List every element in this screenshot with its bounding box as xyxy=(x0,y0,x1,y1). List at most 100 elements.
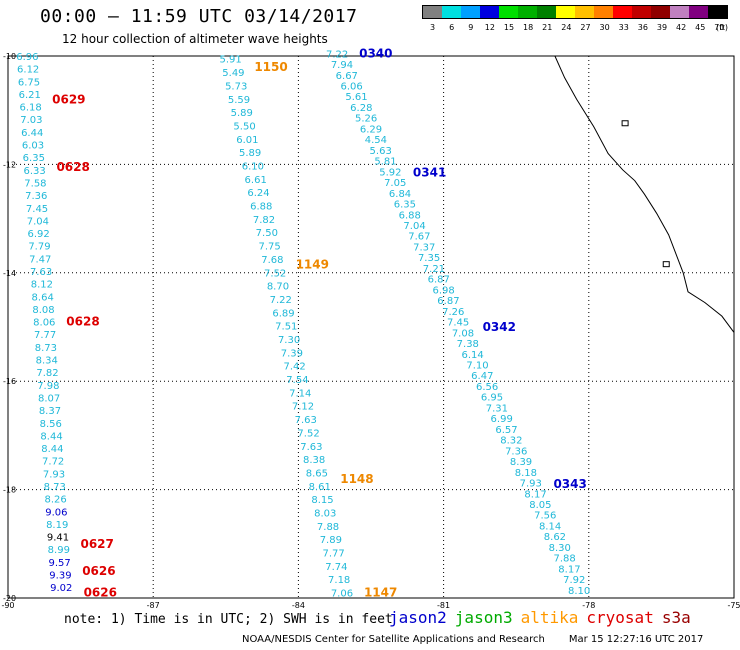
wave-height-value: 8.30 xyxy=(549,543,571,554)
wave-height-value: 5.26 xyxy=(355,114,377,125)
legend-swatch xyxy=(518,6,537,18)
legend-tick-label: 30 xyxy=(599,23,610,32)
wave-height-value: 9.57 xyxy=(48,558,70,569)
wave-height-value: 7.75 xyxy=(258,242,280,253)
wave-height-value: 7.89 xyxy=(320,535,342,546)
wave-height-value: 8.65 xyxy=(306,468,328,479)
legend-swatch xyxy=(423,6,442,18)
satellite-key-s3a: s3a xyxy=(661,608,691,627)
wave-height-value: 6.56 xyxy=(476,382,498,393)
legend-swatch xyxy=(594,6,613,18)
legend-swatch xyxy=(670,6,689,18)
wave-height-value: 7.21 xyxy=(423,264,445,275)
wave-height-value: 8.44 xyxy=(40,431,62,442)
wave-height-value: 6.33 xyxy=(23,166,45,177)
wave-height-value: 8.37 xyxy=(39,406,61,417)
legend-tick-label: 42 xyxy=(676,23,687,32)
legend-tick-label: 45 xyxy=(695,23,706,32)
wave-height-value: 5.49 xyxy=(222,68,244,79)
wave-height-value: 7.54 xyxy=(286,375,308,386)
legend-tick-label: (ft) xyxy=(715,23,729,32)
satellite-key-jason3: jason3 xyxy=(454,608,513,627)
wave-height-value: 7.36 xyxy=(505,446,527,457)
wave-height-value: 7.63 xyxy=(300,442,322,453)
wave-height-value: 7.79 xyxy=(28,242,50,253)
wave-height-value: 5.63 xyxy=(370,146,392,157)
wave-height-value: 7.67 xyxy=(408,232,430,243)
wave-height-value: 8.17 xyxy=(558,564,580,575)
legend-swatch xyxy=(613,6,632,18)
wave-height-value: 9.06 xyxy=(45,507,67,518)
wave-height-value: 7.63 xyxy=(30,267,52,278)
wave-height-value: 5.81 xyxy=(374,157,396,168)
wave-height-value: 6.61 xyxy=(245,175,267,186)
pass-time-label: 0340 xyxy=(359,46,392,60)
wave-height-value: 5.89 xyxy=(231,108,253,119)
latitude-tick-label: -18 xyxy=(3,486,16,495)
wave-height-value: 6.96 xyxy=(16,52,38,63)
legend-swatch xyxy=(575,6,594,18)
wave-height-value: 8.56 xyxy=(40,419,62,430)
wave-height-value: 6.01 xyxy=(236,135,258,146)
wave-height-value: 6.12 xyxy=(17,65,39,76)
wave-height-value: 6.18 xyxy=(19,103,41,114)
wave-height-value: 6.89 xyxy=(272,308,294,319)
wave-height-value: 7.88 xyxy=(553,554,575,565)
satellite-key-altika: altika xyxy=(520,608,579,627)
wave-height-value: 8.03 xyxy=(314,508,336,519)
wave-height-value: 6.67 xyxy=(336,71,358,82)
wave-height-value: 7.45 xyxy=(26,204,48,215)
wave-height-value: 7.92 xyxy=(563,575,585,586)
wave-height-value: 6.21 xyxy=(19,90,41,101)
legend-tick-label: 3 xyxy=(429,23,436,32)
wave-height-value: 6.88 xyxy=(250,202,272,213)
wave-height-value: 6.24 xyxy=(247,188,269,199)
wave-height-value: 4.54 xyxy=(365,135,387,146)
legend-swatch xyxy=(689,6,708,18)
satellite-key: jason2 jason3 altika cryosat s3a xyxy=(389,608,699,627)
wave-height-value: 7.12 xyxy=(292,402,314,413)
satellite-key-jason2: jason2 xyxy=(389,608,447,627)
page-title: 00:00 – 11:59 UTC 03/14/2017 xyxy=(40,6,358,27)
wave-height-value: 7.52 xyxy=(264,268,286,279)
pass-time-label: 0626 xyxy=(82,564,115,578)
wave-height-value: 8.07 xyxy=(38,393,60,404)
wave-height-value: 7.77 xyxy=(322,549,344,560)
legend-tick-label: 39 xyxy=(656,23,668,32)
pass-time-label: 0343 xyxy=(553,477,586,491)
legend-tick-label: 18 xyxy=(523,23,534,32)
longitude-tick-label: -90 xyxy=(1,601,14,610)
longitude-tick-label: -81 xyxy=(437,601,450,610)
wave-height-value: 8.70 xyxy=(267,282,289,293)
wave-height-value: 7.51 xyxy=(275,322,297,333)
pass-time-label: 0627 xyxy=(80,537,113,551)
legend-tick-label: 24 xyxy=(561,23,572,32)
wave-height-value: 5.73 xyxy=(225,81,247,92)
wave-height-value: 7.63 xyxy=(295,415,317,426)
wave-height-value: 8.10 xyxy=(568,586,590,597)
legend-swatch xyxy=(556,6,575,18)
wave-height-value: 6.75 xyxy=(18,77,40,88)
wave-height-value: 7.77 xyxy=(34,330,56,341)
wave-height-value: 8.19 xyxy=(46,520,68,531)
wave-height-value: 7.98 xyxy=(37,381,59,392)
latitude-tick-label: -12 xyxy=(3,160,16,169)
wave-height-value: 6.57 xyxy=(495,425,517,436)
wave-height-value: 6.35 xyxy=(23,153,45,164)
legend-swatch xyxy=(708,6,727,18)
pass-time-label: 0626 xyxy=(84,586,117,600)
wave-height-value: 5.61 xyxy=(345,92,367,103)
wave-height-value: 8.39 xyxy=(510,457,532,468)
wave-height-value: 7.93 xyxy=(520,479,542,490)
legend-swatch xyxy=(442,6,461,18)
wave-height-value: 7.22 xyxy=(326,49,348,60)
wave-height-value: 5.89 xyxy=(239,148,261,159)
wave-height-value: 8.05 xyxy=(529,500,551,511)
wave-height-value: 6.87 xyxy=(428,275,450,286)
wave-height-value: 7.68 xyxy=(261,255,283,266)
legend-tick-label: 70 xyxy=(714,23,725,32)
wave-height-value: 7.72 xyxy=(42,457,64,468)
wave-height-value: 6.84 xyxy=(389,189,411,200)
